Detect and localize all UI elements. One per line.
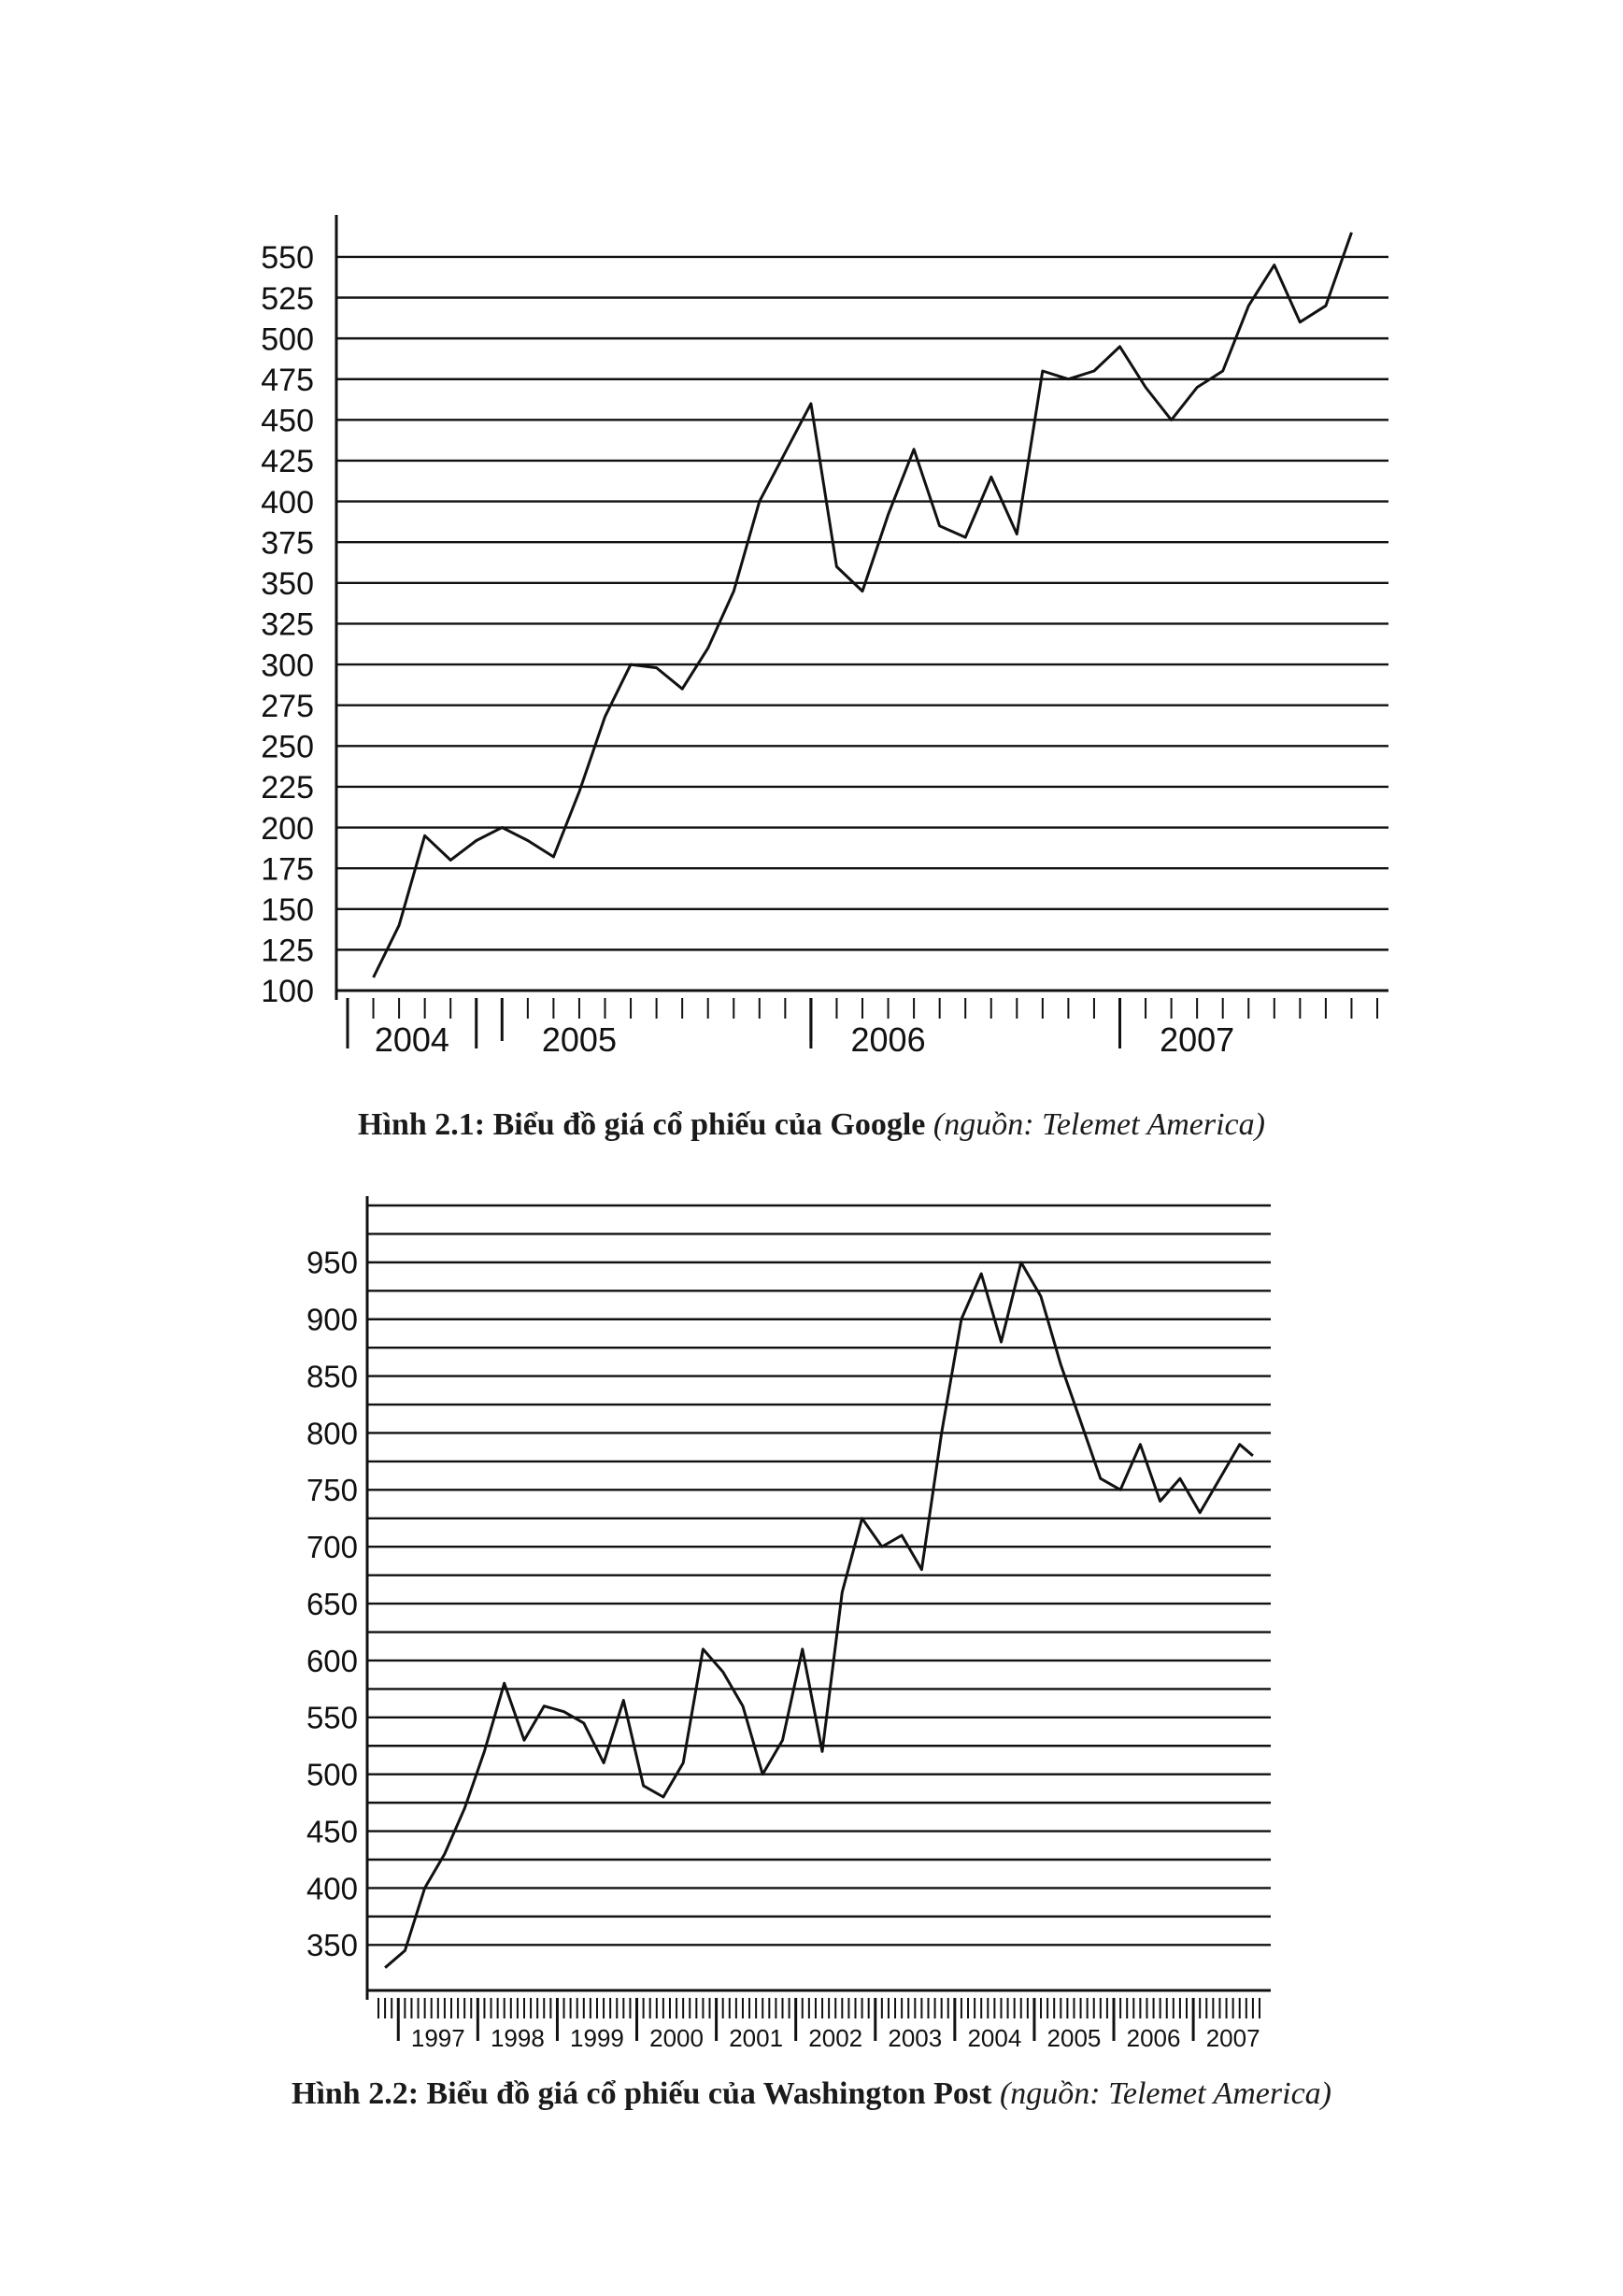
caption-title: Hình 2.1: Biểu đồ giá cổ phiếu của Googl… (358, 1107, 926, 1142)
y-tick-label: 350 (261, 566, 314, 602)
caption-source: (nguồn: Telemet America) (999, 2076, 1331, 2111)
y-tick-label: 450 (261, 404, 314, 439)
y-tick-label: 300 (261, 648, 314, 683)
x-tick-label: 2007 (1206, 2024, 1260, 2052)
y-tick-label: 375 (261, 525, 314, 561)
google-stock-chart: 100 125 150 175 200 225 250 275 300 325 350 375 400 4… (261, 215, 1388, 1056)
y-tick-label: 200 (261, 811, 314, 847)
x-tick-label: 1999 (570, 2024, 624, 2052)
y-tick-label: 400 (306, 1871, 358, 1905)
y-tick-label: 850 (306, 1359, 358, 1393)
y-tick-label: 500 (261, 321, 314, 357)
x-tick-label: 2005 (542, 1020, 617, 1056)
caption-source: (nguồn: Telemet America) (933, 1107, 1265, 1142)
x-tick-label: 1998 (491, 2024, 545, 2052)
figure-caption-washington-post: Hình 2.2: Biểu đồ giá cổ phiếu của Washi… (0, 2076, 1623, 2112)
y-tick-label: 425 (261, 444, 314, 479)
x-tick-label: 2000 (649, 2024, 704, 2052)
y-tick-label: 750 (306, 1473, 358, 1507)
y-tick-label: 525 (261, 281, 314, 317)
y-tick-label: 150 (261, 892, 314, 928)
y-tick-label: 475 (261, 363, 314, 398)
y-tick-label: 225 (261, 770, 314, 806)
x-tick-label: 2006 (851, 1020, 926, 1056)
y-tick-label: 600 (306, 1644, 358, 1678)
figure-caption-google: Hình 2.1: Biểu đồ giá cổ phiếu của Googl… (0, 1107, 1623, 1143)
y-tick-label: 175 (261, 851, 314, 887)
price-series-line (372, 232, 1353, 978)
y-tick-label: 325 (261, 607, 314, 643)
y-tick-label: 250 (261, 730, 314, 765)
x-tick-label: 2002 (808, 2024, 862, 2052)
price-series-line (384, 1261, 1254, 1969)
washington-post-stock-chart: 350 400 450 500 550 600 650 700 750 800 850 900 950 1… (306, 1196, 1271, 2052)
x-tick-label: 2003 (888, 2024, 942, 2052)
y-tick-label: 125 (261, 934, 314, 969)
x-tick-label: 1997 (411, 2024, 465, 2052)
y-tick-label: 450 (306, 1814, 358, 1848)
x-tick-label: 2006 (1127, 2024, 1181, 2052)
caption-title: Hình 2.2: Biểu đồ giá cổ phiếu của Washi… (292, 2076, 992, 2111)
x-tick-label: 2004 (967, 2024, 1021, 2052)
x-tick-label: 2007 (1160, 1020, 1234, 1056)
x-tick-label: 2005 (1047, 2024, 1102, 2052)
y-tick-label: 950 (306, 1246, 358, 1280)
y-tick-label: 700 (306, 1530, 358, 1564)
y-tick-label: 800 (306, 1416, 358, 1450)
y-tick-label: 400 (261, 485, 314, 521)
y-tick-label: 550 (306, 1701, 358, 1735)
y-tick-label: 500 (306, 1758, 358, 1792)
y-tick-label: 650 (306, 1587, 358, 1621)
y-tick-label: 350 (306, 1928, 358, 1962)
y-tick-label: 275 (261, 689, 314, 724)
y-tick-label: 900 (306, 1303, 358, 1337)
x-tick-label: 2004 (375, 1020, 449, 1056)
x-tick-label: 2001 (729, 2024, 783, 2052)
y-tick-label: 550 (261, 240, 314, 276)
y-tick-label: 100 (261, 974, 314, 1009)
